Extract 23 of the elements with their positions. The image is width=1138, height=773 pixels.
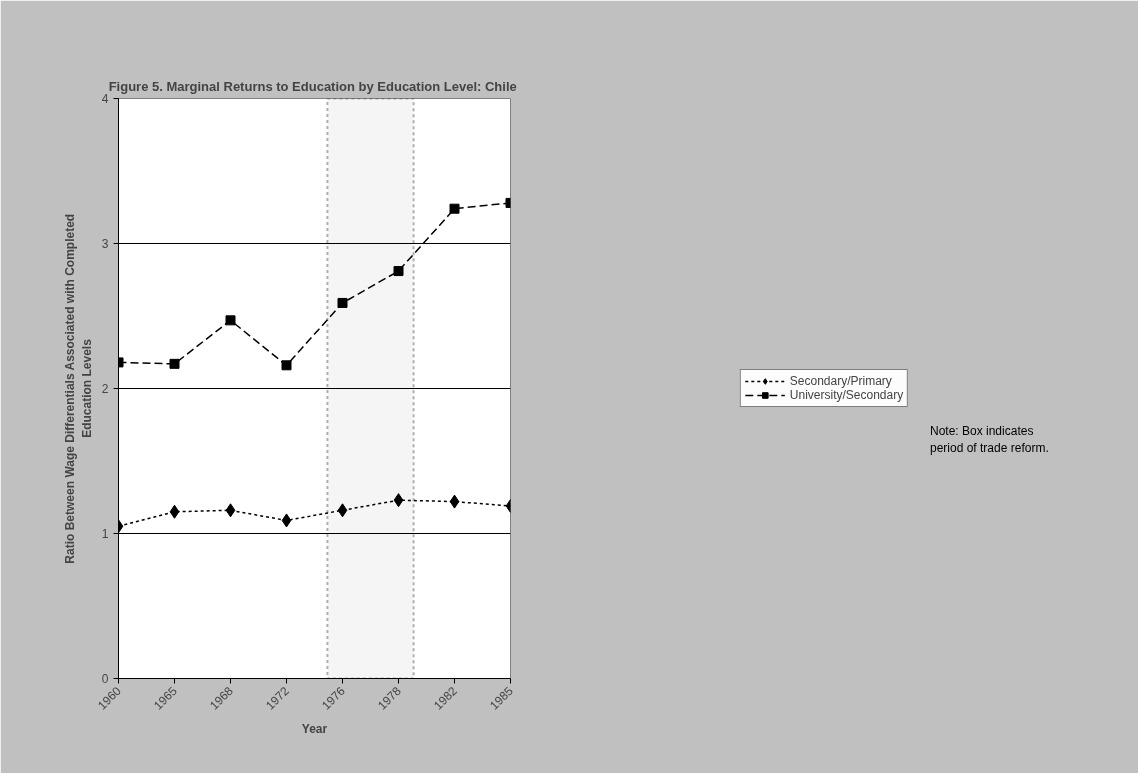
y-tick-label: 3 bbox=[101, 237, 109, 251]
point bbox=[281, 513, 292, 528]
point bbox=[393, 493, 404, 508]
point bbox=[225, 503, 236, 518]
legend-label: University/Secondary bbox=[789, 388, 904, 402]
point bbox=[449, 494, 460, 509]
point bbox=[393, 266, 404, 277]
point bbox=[169, 504, 180, 519]
text: Note: Box indicates period of trade reform. bbox=[930, 423, 1049, 458]
y-tick-label: 2 bbox=[101, 382, 109, 396]
point bbox=[337, 503, 348, 518]
chart-title: Figure 5. Marginal Returns to Education by Education Level: Chile bbox=[108, 78, 517, 94]
y-axis-title: Ratio Between Wage Differentials Associated with Completed Education Levels bbox=[63, 213, 94, 564]
point bbox=[225, 315, 236, 326]
legend-label: Secondary/Primary bbox=[789, 374, 892, 388]
point bbox=[449, 203, 460, 214]
y-tick-label: 1 bbox=[101, 527, 109, 541]
y-tick-label: 4 bbox=[101, 92, 109, 106]
point bbox=[169, 358, 180, 369]
point bbox=[337, 297, 348, 308]
point bbox=[281, 360, 292, 371]
x-axis-title: Year bbox=[301, 721, 328, 736]
y-tick-label: 0 bbox=[101, 672, 109, 686]
